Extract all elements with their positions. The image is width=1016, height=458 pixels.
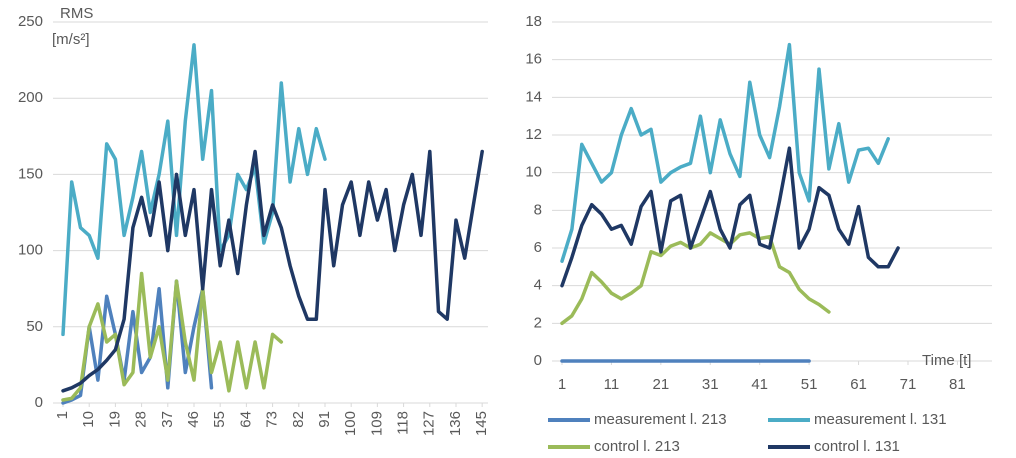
series-line — [61, 43, 327, 337]
x-tick-label: 51 — [801, 376, 818, 393]
y-tick-label: 100 — [18, 242, 43, 259]
y-tick-label: 6 — [534, 239, 542, 256]
y-tick-label: 14 — [525, 88, 542, 105]
y-tick-label: 18 — [525, 13, 542, 30]
x-tick-label: 19 — [106, 411, 123, 428]
y-tick-label: 4 — [534, 277, 542, 294]
y-tick-label: 2 — [534, 314, 542, 331]
y-tick-label: 0 — [35, 394, 43, 411]
x-tick-label: 73 — [264, 411, 281, 428]
x-tick-label: 28 — [133, 411, 150, 428]
legend-label: measurement l. 131 — [814, 411, 947, 428]
y-axis-label: [m/s²] — [52, 31, 90, 48]
x-tick-label: 81 — [949, 376, 966, 393]
x-axis-label: Time [t] — [922, 352, 971, 369]
x-tick-label: 118 — [395, 411, 412, 435]
x-tick-label: 127 — [421, 411, 438, 436]
x-tick-label: 64 — [237, 411, 254, 428]
x-tick-label: 41 — [751, 376, 768, 393]
x-tick-label: 61 — [850, 376, 867, 393]
y-tick-label: 10 — [525, 164, 542, 181]
x-tick-label: 82 — [290, 411, 307, 428]
x-tick-label: 109 — [368, 411, 385, 436]
x-tick-label: 11 — [604, 376, 620, 393]
series-line — [61, 271, 284, 402]
series-line — [560, 42, 890, 263]
x-tick-label: 71 — [900, 376, 917, 393]
x-tick-label: 10 — [80, 411, 97, 428]
y-tick-label: 0 — [534, 352, 542, 369]
x-tick-label: 37 — [159, 411, 176, 428]
series-line — [560, 146, 900, 288]
y-tick-label: 50 — [26, 318, 43, 335]
x-tick-label: 1 — [54, 411, 71, 419]
x-tick-label: 136 — [447, 411, 464, 436]
x-tick-label: 55 — [211, 411, 228, 428]
x-tick-label: 145 — [473, 411, 490, 436]
y-tick-label: 200 — [18, 89, 43, 106]
y-tick-label: 250 — [18, 13, 43, 30]
x-tick-label: 1 — [558, 376, 566, 393]
y-tick-label: 16 — [525, 51, 542, 68]
x-tick-label: 31 — [702, 376, 719, 393]
y-axis-label: RMS — [60, 5, 93, 22]
series-line — [61, 149, 484, 393]
y-tick-label: 150 — [18, 165, 43, 182]
x-tick-label: 100 — [342, 411, 359, 436]
legend-label: measurement l. 213 — [594, 411, 727, 428]
series-line — [560, 231, 831, 326]
legend-label: control l. 131 — [814, 438, 900, 455]
y-tick-label: 12 — [525, 126, 542, 143]
x-tick-label: 46 — [185, 411, 202, 428]
x-tick-label: 21 — [653, 376, 670, 393]
x-tick-label: 91 — [316, 411, 333, 428]
legend-label: control l. 213 — [594, 438, 680, 455]
y-tick-label: 8 — [534, 201, 542, 218]
